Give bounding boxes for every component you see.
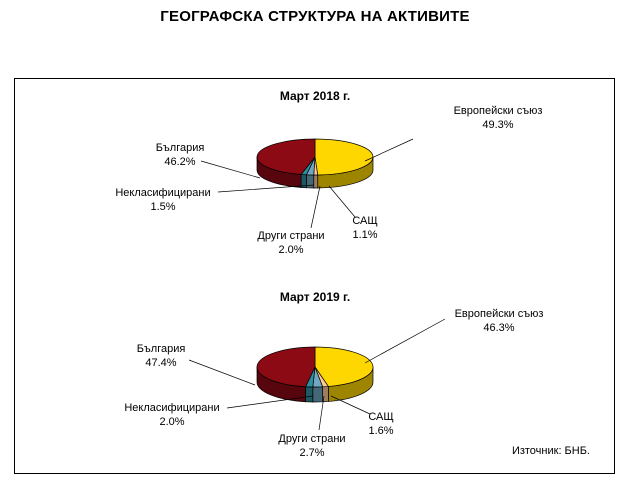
leader-line-other-countries — [310, 185, 321, 229]
pie-side-usa — [313, 174, 319, 189]
slice-name-eu: Европейски съюз — [454, 105, 543, 117]
pie-side-other-countries — [312, 386, 323, 403]
slice-value-bulgaria: 47.4% — [145, 357, 176, 369]
leader-line-usa — [328, 185, 356, 218]
source-note: Източник: БНБ. — [511, 445, 590, 457]
leader-line-other-countries — [318, 395, 325, 431]
slice-value-usa: 1.6% — [368, 425, 393, 437]
page-title: ГЕОГРАФСКА СТРУКТУРА НА АКТИВИТЕ — [160, 8, 470, 25]
slice-name-unclassified: Некласифицирани — [124, 402, 219, 414]
chart-frame: Март 2018 г. Европейски съюз 49.3% САЩ 1.1% Д… — [14, 78, 615, 474]
slice-name-usa: САЩ — [352, 215, 377, 227]
slice-value-eu: 49.3% — [482, 119, 513, 131]
leader-line-eu — [364, 318, 446, 364]
slice-name-other-countries: Други страни — [257, 230, 324, 242]
leader-line-bulgaria — [188, 359, 256, 386]
pie-charts: Март 2018 г. Европейски съюз 49.3% САЩ 1.1% Д… — [115, 89, 543, 459]
chart-title: Март 2018 г. — [280, 89, 350, 103]
slice-value-unclassified: 1.5% — [150, 201, 175, 213]
leader-line-usa — [330, 395, 371, 415]
slice-name-usa: САЩ — [368, 411, 393, 423]
chart-title: Март 2019 г. — [280, 290, 350, 304]
pie-slice-bulgaria — [256, 138, 316, 175]
slice-name-unclassified: Некласифицирани — [115, 187, 210, 199]
leader-line-bulgaria — [200, 160, 261, 179]
leader-line-unclassified — [217, 184, 315, 193]
pie-slice-bulgaria — [256, 346, 316, 388]
pie-sides — [256, 366, 374, 403]
slice-value-bulgaria: 46.2% — [164, 156, 195, 168]
leader-line-unclassified — [226, 395, 314, 409]
pie-slice-eu — [314, 346, 374, 387]
slice-value-other-countries: 2.7% — [299, 447, 324, 459]
pie-chart-2: Март 2019 г. Европейски съюз 46.3% САЩ 1.6% Д… — [124, 290, 543, 459]
pie-side-unclassified — [305, 386, 314, 403]
slice-name-bulgaria: България — [137, 343, 186, 355]
slice-value-usa: 1.1% — [352, 229, 377, 241]
slice-value-other-countries: 2.0% — [278, 244, 303, 256]
slice-name-bulgaria: България — [156, 142, 205, 154]
leader-line-eu — [364, 138, 414, 162]
slice-name-eu: Европейски съюз — [455, 308, 544, 320]
pie-side-other-countries — [306, 174, 315, 189]
slice-value-eu: 46.3% — [483, 322, 514, 334]
pie-chart-1: Март 2018 г. Европейски съюз 49.3% САЩ 1.1% Д… — [115, 89, 542, 256]
slice-value-unclassified: 2.0% — [159, 416, 184, 428]
pie-slice-eu — [314, 138, 374, 176]
slice-name-other-countries: Други страни — [278, 433, 345, 445]
